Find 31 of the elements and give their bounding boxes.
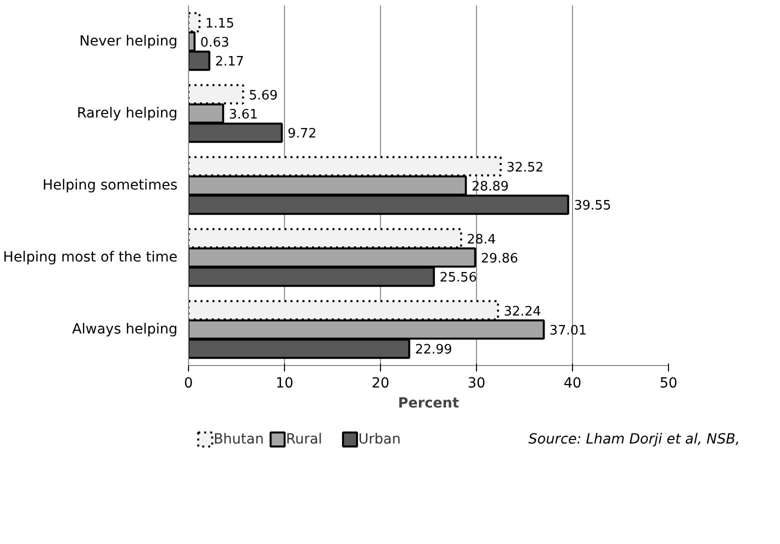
source-note: Source: Lham Dorji et al, NSB, <box>528 432 740 448</box>
y-tick-label: Helping sometimes <box>42 178 178 194</box>
y-tick-label: Never helping <box>79 34 178 50</box>
x-tick-label: 20 <box>372 376 390 392</box>
x-tick-label: 50 <box>660 376 678 392</box>
data-label: 9.72 <box>288 126 317 142</box>
data-label: 25.56 <box>440 270 477 286</box>
x-tick-label: 0 <box>184 376 193 392</box>
x-axis-title: Percent <box>398 396 460 412</box>
data-label: 1.15 <box>205 16 234 32</box>
x-tick-label: 40 <box>564 376 582 392</box>
data-label: 29.86 <box>480 252 518 266</box>
x-tick-label: 10 <box>276 376 294 392</box>
data-label: 32.24 <box>504 304 541 320</box>
data-label: 5.69 <box>248 88 278 104</box>
data-label: 32.52 <box>506 160 544 176</box>
data-label: 0.63 <box>200 36 230 50</box>
legend-label: Urban <box>358 432 401 448</box>
y-tick-label: Rarely helping <box>76 106 178 122</box>
data-label: 37.01 <box>550 324 587 338</box>
data-label: 28.89 <box>472 180 509 194</box>
data-label: 39.55 <box>574 198 612 214</box>
data-label: 3.61 <box>228 108 258 122</box>
legend-label: Rural <box>286 432 322 448</box>
data-label: 28.4 <box>466 232 496 248</box>
data-label: 22.99 <box>414 342 452 358</box>
y-tick-label: Always helping <box>72 322 178 338</box>
legend-label: Bhutan <box>214 432 264 448</box>
data-label: 2.17 <box>215 54 244 70</box>
x-tick-label: 30 <box>468 376 486 392</box>
y-tick-label: Helping most of the time <box>3 250 178 266</box>
